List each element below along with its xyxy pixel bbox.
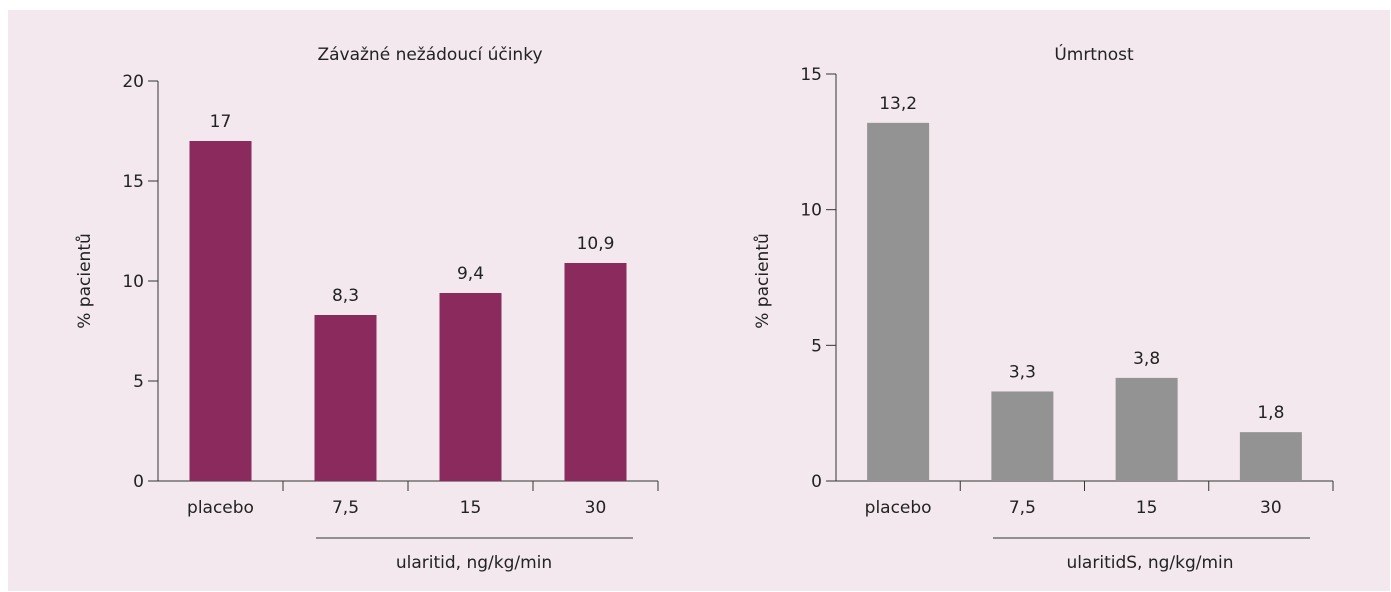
y-tick-label: 5 — [133, 372, 144, 392]
y-tick-label: 10 — [122, 272, 144, 292]
x-category-label: 7,5 — [1009, 498, 1036, 518]
data-label: 3,3 — [1009, 362, 1036, 382]
x-axis-label: ularitid, ng/kg/min — [396, 553, 552, 573]
bar-30 — [1239, 432, 1302, 481]
x-category-label: 7,5 — [332, 498, 359, 518]
chart-serious-adverse-events: Závažné nežádoucí účinky % pacientů ular… — [75, 45, 659, 573]
x-category-label: placebo — [865, 498, 932, 518]
data-label: 1,8 — [1257, 403, 1284, 423]
y-axis-label: % pacientů — [75, 233, 95, 329]
y-tick-label: 15 — [122, 172, 144, 192]
y-tick-label: 5 — [811, 336, 822, 356]
bar-placebo — [189, 141, 252, 481]
bar-placebo — [867, 122, 930, 481]
data-label: 13,2 — [879, 94, 917, 114]
y-tick-label: 10 — [800, 201, 822, 221]
bar-7-5 — [991, 391, 1054, 481]
data-label: 8,3 — [332, 286, 359, 306]
data-label: 10,9 — [577, 234, 615, 254]
y-tick-label: 20 — [122, 72, 144, 92]
bar-15 — [439, 293, 502, 481]
y-tick-label: 15 — [800, 65, 822, 85]
y-tick-label: 0 — [133, 472, 144, 492]
x-category-label: 15 — [1136, 498, 1158, 518]
chart-mortality: Úmrtnost % pacientů ularitidS, ng/kg/min… — [753, 43, 1334, 573]
bar-30 — [564, 263, 627, 481]
chart-title: Závažné nežádoucí účinky — [317, 45, 542, 65]
bar-7-5 — [314, 315, 377, 481]
x-category-label: 15 — [460, 498, 482, 518]
chart-title: Úmrtnost — [1054, 43, 1134, 65]
y-tick-label: 0 — [811, 472, 822, 492]
data-label: 17 — [210, 112, 232, 132]
x-category-label: 30 — [585, 498, 607, 518]
data-label: 3,8 — [1133, 349, 1160, 369]
x-category-label: placebo — [187, 498, 254, 518]
x-category-label: 30 — [1260, 498, 1282, 518]
data-label: 9,4 — [457, 264, 484, 284]
y-axis-label: % pacientů — [753, 233, 773, 329]
bar-15 — [1115, 377, 1178, 481]
x-axis-label: ularitidS, ng/kg/min — [1066, 553, 1233, 573]
chart-marks: 0 5 10 15 20 17 placebo 8,3 7,5 9,4 15 10,9 30 — [122, 72, 659, 539]
chart-marks: 0 5 10 15 13,2 placebo 3,3 7,5 3,8 15 1,8 30 — [800, 65, 1334, 539]
